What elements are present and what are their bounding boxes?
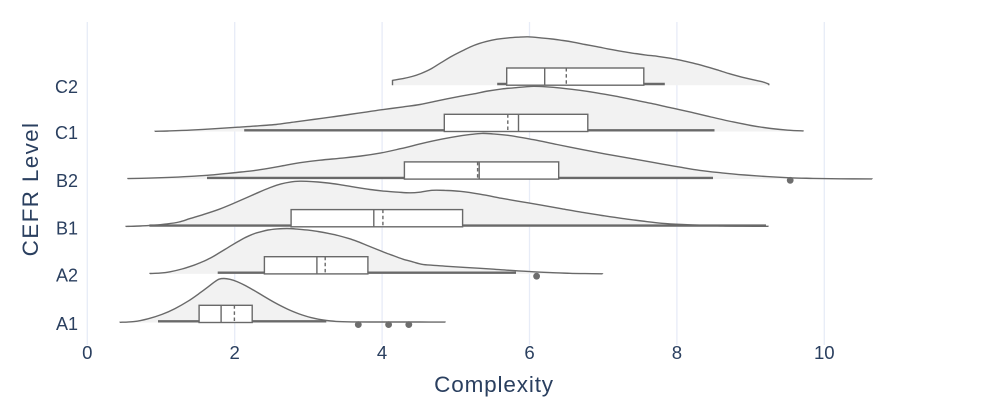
- svg-text:A2: A2: [56, 266, 78, 286]
- svg-text:10: 10: [814, 342, 835, 363]
- svg-text:B2: B2: [56, 171, 78, 191]
- svg-text:4: 4: [377, 342, 387, 363]
- svg-text:6: 6: [524, 342, 534, 363]
- svg-text:C2: C2: [55, 77, 78, 97]
- svg-text:B1: B1: [56, 219, 78, 239]
- svg-text:8: 8: [672, 342, 682, 363]
- svg-text:0: 0: [82, 342, 92, 363]
- svg-text:C1: C1: [55, 123, 78, 143]
- svg-text:A1: A1: [56, 314, 78, 334]
- svg-text:Complexity: Complexity: [434, 372, 554, 397]
- svg-text:CEFR Level: CEFR Level: [18, 122, 43, 257]
- svg-text:2: 2: [230, 342, 240, 363]
